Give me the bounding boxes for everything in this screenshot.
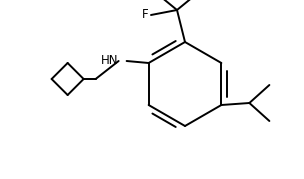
Text: HN: HN [101,54,119,67]
Text: F: F [142,8,148,21]
